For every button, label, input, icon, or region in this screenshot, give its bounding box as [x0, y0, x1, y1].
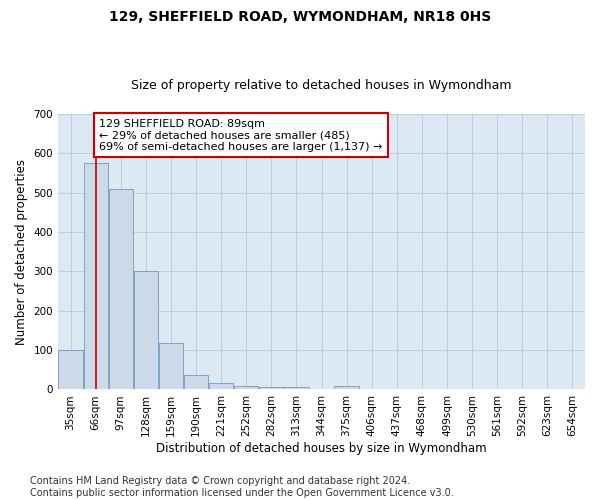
Text: 129 SHEFFIELD ROAD: 89sqm
← 29% of detached houses are smaller (485)
69% of semi: 129 SHEFFIELD ROAD: 89sqm ← 29% of detac… [100, 118, 383, 152]
Y-axis label: Number of detached properties: Number of detached properties [15, 158, 28, 344]
Bar [184, 375, 208, 390]
Bar [234, 386, 259, 390]
Text: 129, SHEFFIELD ROAD, WYMONDHAM, NR18 0HS: 129, SHEFFIELD ROAD, WYMONDHAM, NR18 0HS [109, 10, 491, 24]
Bar [134, 272, 158, 390]
Bar [83, 163, 108, 390]
X-axis label: Distribution of detached houses by size in Wymondham: Distribution of detached houses by size … [156, 442, 487, 455]
Title: Size of property relative to detached houses in Wymondham: Size of property relative to detached ho… [131, 79, 512, 92]
Bar [209, 383, 233, 390]
Text: Contains HM Land Registry data © Crown copyright and database right 2024.
Contai: Contains HM Land Registry data © Crown c… [30, 476, 454, 498]
Bar [109, 189, 133, 390]
Bar [284, 388, 308, 390]
Bar [334, 386, 359, 390]
Bar [58, 350, 83, 390]
Bar [259, 388, 284, 390]
Bar [159, 343, 183, 390]
